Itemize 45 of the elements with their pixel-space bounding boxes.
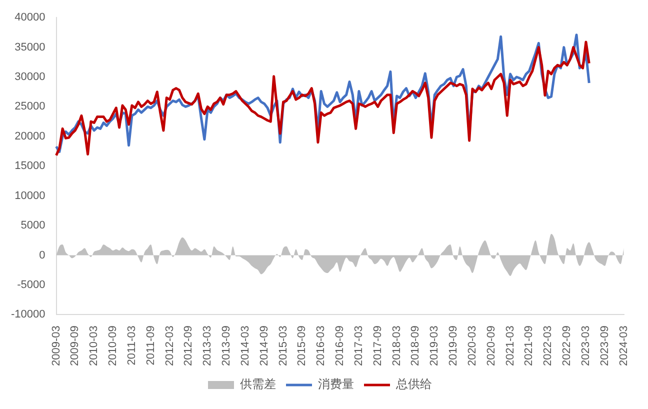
y-tick-label: 5000: [20, 220, 46, 232]
x-tick-label: 2009-03: [50, 326, 62, 366]
x-tick-label: 2022-03: [542, 326, 554, 366]
y-tick-label: 0: [39, 249, 46, 262]
x-tick-label: 2020-03: [466, 326, 478, 366]
y-tick-label: -10000: [10, 308, 46, 321]
x-tick-label: 2019-09: [448, 326, 460, 366]
x-tick-label: 2020-09: [485, 326, 498, 366]
x-tick-label: 2011-09: [144, 326, 157, 366]
x-tick-label: 2016-09: [334, 326, 346, 366]
x-tick-label: 2014-09: [258, 326, 270, 366]
x-tick-label: 2009-09: [69, 326, 82, 366]
x-tick-label: 2012-03: [164, 326, 176, 366]
y-tick-label: 40000: [14, 12, 46, 24]
y-tick-label: 30000: [14, 71, 46, 84]
x-tick-label: 2011-03: [126, 326, 138, 366]
x-tick-label: 2018-03: [390, 326, 403, 366]
x-tick-label: 2013-03: [202, 326, 214, 366]
x-tick-label: 2023-03: [580, 326, 592, 366]
y-tick-label: 10000: [14, 190, 46, 202]
legend-label: 总供给: [395, 377, 432, 392]
x-tick-label: 2021-03: [504, 326, 516, 366]
x-tick-label: 2022-09: [561, 326, 574, 366]
legend-label: 消费量: [318, 377, 354, 392]
x-tick-label: 2024-03: [618, 326, 630, 366]
x-tick-label: 2010-03: [88, 326, 100, 366]
x-tick-label: 2017-09: [372, 326, 384, 366]
x-tick-label: 2015-09: [296, 326, 308, 366]
y-tick-label: -5000: [17, 278, 46, 291]
x-tick-label: 2018-09: [410, 326, 422, 366]
x-tick-label: 2017-03: [352, 326, 365, 366]
y-tick-label: 35000: [14, 41, 46, 54]
x-tick-label: 2010-09: [107, 326, 120, 366]
x-tick-label: 2019-03: [428, 326, 441, 366]
y-tick-label: 25000: [14, 100, 46, 113]
x-tick-label: 2015-03: [277, 326, 290, 366]
x-tick-label: 2014-03: [239, 326, 252, 366]
x-tick-label: 2016-03: [315, 326, 328, 366]
x-tick-label: 2012-09: [182, 326, 195, 366]
legend-label: 供需差: [240, 377, 276, 392]
y-tick-label: 20000: [14, 130, 46, 142]
x-tick-label: 2021-09: [523, 326, 536, 366]
y-tick-label: 15000: [14, 160, 46, 172]
x-tick-label: 2013-09: [220, 326, 233, 366]
x-tick-label: 2023-09: [598, 326, 611, 366]
